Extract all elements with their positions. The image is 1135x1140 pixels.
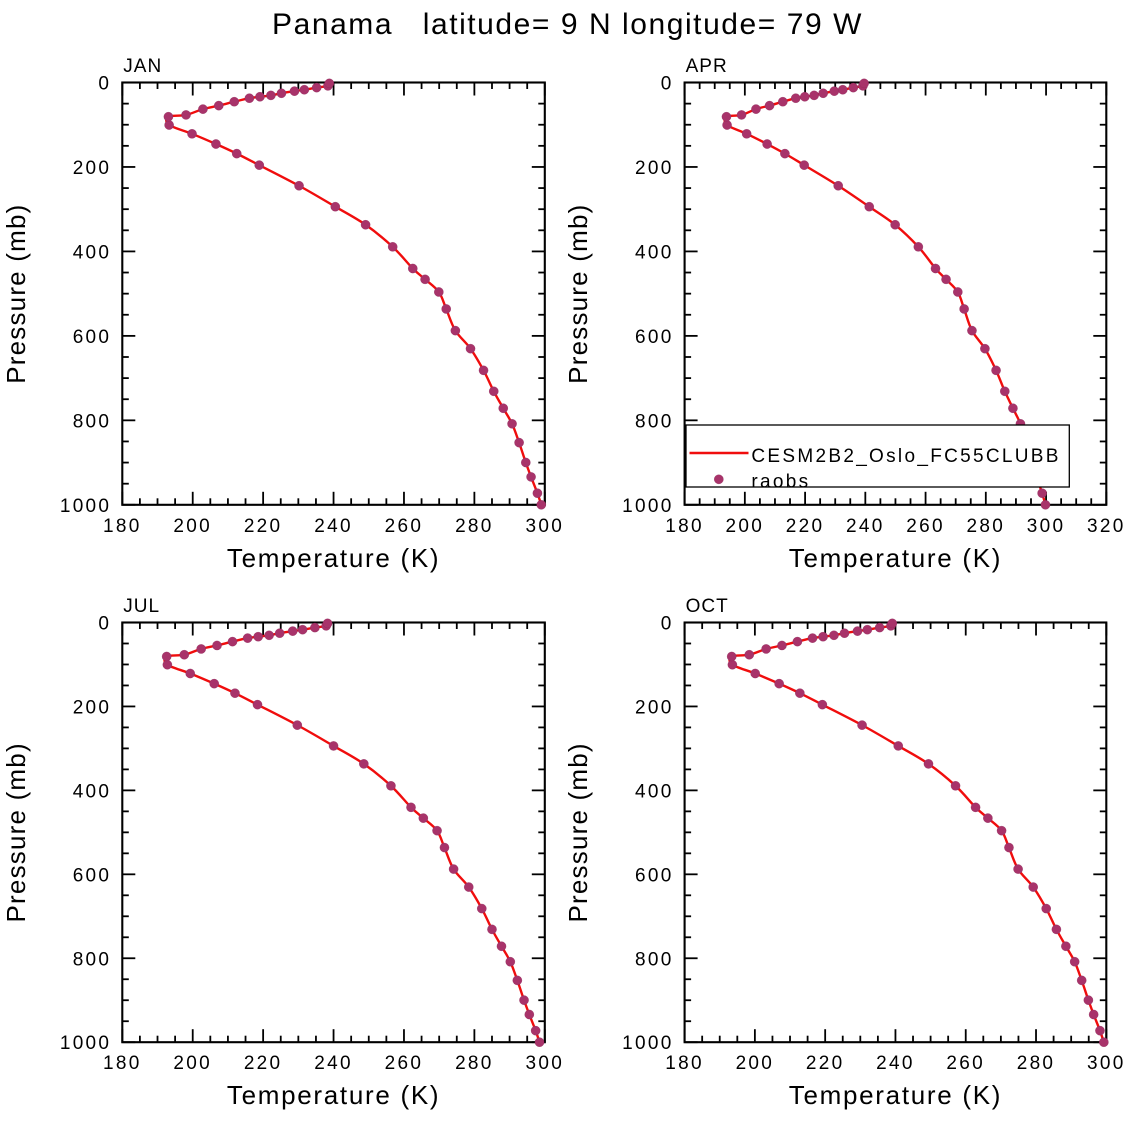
svg-text:Pressure (mb): Pressure (mb) — [1, 742, 31, 922]
svg-text:Pressure (mb): Pressure (mb) — [1, 204, 31, 384]
svg-text:200: 200 — [635, 158, 674, 179]
svg-text:400: 400 — [635, 242, 674, 263]
svg-text:180: 180 — [103, 516, 142, 537]
svg-text:0: 0 — [661, 614, 674, 635]
svg-text:220: 220 — [806, 1053, 845, 1074]
svg-text:1000: 1000 — [622, 1033, 673, 1054]
svg-text:400: 400 — [73, 242, 112, 263]
svg-text:JUL: JUL — [123, 596, 160, 617]
svg-text:200: 200 — [173, 516, 212, 537]
svg-text:200: 200 — [736, 1053, 775, 1074]
svg-text:Panama latitude= 9 N longitu: Panama latitude= 9 N longitude= 79 W — [272, 8, 863, 41]
svg-text:1000: 1000 — [60, 496, 111, 517]
svg-text:240: 240 — [314, 1053, 353, 1074]
svg-text:0: 0 — [661, 74, 674, 95]
svg-text:260: 260 — [385, 1053, 424, 1074]
svg-text:200: 200 — [726, 516, 765, 537]
svg-text:600: 600 — [635, 327, 674, 348]
svg-text:180: 180 — [665, 516, 704, 537]
svg-text:800: 800 — [73, 949, 112, 970]
svg-text:300: 300 — [525, 516, 564, 537]
svg-text:800: 800 — [73, 411, 112, 432]
svg-text:280: 280 — [455, 516, 494, 537]
svg-text:320: 320 — [1087, 516, 1126, 537]
svg-text:300: 300 — [1027, 516, 1066, 537]
svg-text:200: 200 — [73, 158, 112, 179]
svg-text:400: 400 — [635, 781, 674, 802]
svg-text:280: 280 — [1017, 1053, 1056, 1074]
svg-text:APR: APR — [686, 56, 728, 77]
svg-text:260: 260 — [906, 516, 945, 537]
svg-text:260: 260 — [385, 516, 424, 537]
svg-text:600: 600 — [635, 865, 674, 886]
svg-text:800: 800 — [635, 411, 674, 432]
svg-text:600: 600 — [73, 865, 112, 886]
svg-text:200: 200 — [73, 697, 112, 718]
svg-text:800: 800 — [635, 949, 674, 970]
svg-text:260: 260 — [946, 1053, 985, 1074]
svg-text:200: 200 — [173, 1053, 212, 1074]
svg-text:300: 300 — [1087, 1053, 1126, 1074]
svg-text:Pressure (mb): Pressure (mb) — [563, 204, 593, 384]
svg-text:300: 300 — [525, 1053, 564, 1074]
svg-text:1000: 1000 — [60, 1033, 111, 1054]
svg-text:CESM2B2_Oslo_FC55CLUBB: CESM2B2_Oslo_FC55CLUBB — [751, 446, 1060, 467]
svg-text:180: 180 — [665, 1053, 704, 1074]
svg-text:600: 600 — [73, 327, 112, 348]
svg-text:0: 0 — [98, 74, 111, 95]
svg-text:180: 180 — [103, 1053, 142, 1074]
svg-text:220: 220 — [244, 1053, 283, 1074]
svg-text:Temperature (K): Temperature (K) — [227, 1080, 440, 1110]
svg-text:280: 280 — [455, 1053, 494, 1074]
svg-text:OCT: OCT — [686, 596, 729, 617]
svg-text:0: 0 — [98, 614, 111, 635]
svg-text:Temperature (K): Temperature (K) — [789, 543, 1002, 573]
svg-text:raobs: raobs — [751, 471, 810, 492]
svg-text:220: 220 — [244, 516, 283, 537]
svg-text:400: 400 — [73, 781, 112, 802]
svg-text:JAN: JAN — [123, 56, 162, 77]
svg-text:Temperature (K): Temperature (K) — [227, 543, 440, 573]
svg-text:Temperature (K): Temperature (K) — [789, 1080, 1002, 1110]
svg-text:220: 220 — [786, 516, 825, 537]
svg-text:Pressure (mb): Pressure (mb) — [563, 742, 593, 922]
svg-text:240: 240 — [846, 516, 885, 537]
svg-text:1000: 1000 — [622, 496, 673, 517]
svg-text:240: 240 — [876, 1053, 915, 1074]
svg-text:280: 280 — [967, 516, 1006, 537]
svg-text:200: 200 — [635, 697, 674, 718]
svg-text:240: 240 — [314, 516, 353, 537]
